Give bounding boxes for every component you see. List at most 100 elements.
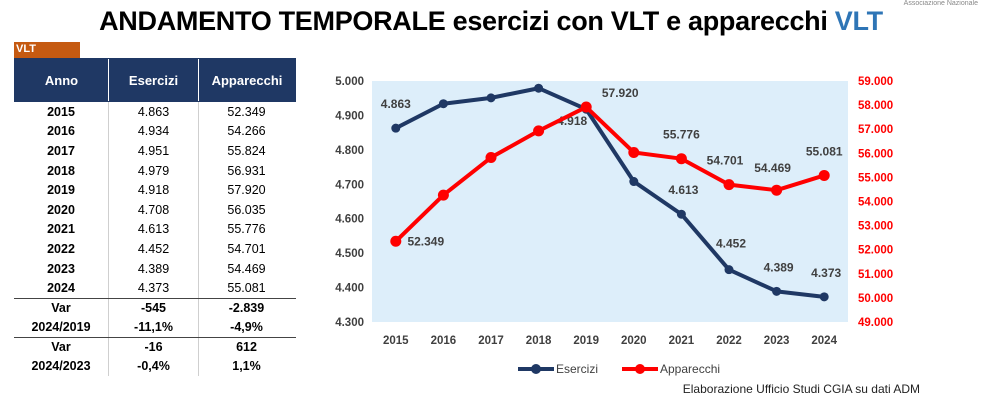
source-note: Elaborazione Ufficio Studi CGIA su dati … [682,382,920,396]
data-label: 4.863 [381,97,411,111]
header-anno: Anno [15,59,109,101]
y-right-tick-label: 57.000 [858,124,893,136]
data-point [437,189,449,201]
cell-apparecchi: 54.266 [198,121,294,142]
var-2019-apparecchi-abs: -2.839 [198,298,294,318]
cell-esercizi: 4.708 [108,199,198,220]
cell-esercizi: 4.373 [108,278,198,298]
data-label: 54.701 [707,154,744,168]
cell-esercizi: 4.951 [108,141,198,161]
y-right-tick-label: 54.000 [858,197,893,209]
cell-anno: 2021 [47,222,75,237]
data-label: 4.373 [811,266,841,280]
data-point [629,177,639,187]
cell-apparecchi: 52.349 [198,102,294,122]
data-point [438,99,448,109]
y-left-tick-label: 5.000 [335,76,364,88]
data-point [485,152,497,164]
page-title: ANDAMENTO TEMPORALE esercizi con VLT e a… [0,6,982,37]
data-point [533,125,545,137]
var-2019-block: Var -545 -2.839 2024/2019 -11,1% -4,9% [14,297,296,337]
legend-marker-esercizi [531,364,541,374]
cell-apparecchi: 56.931 [198,160,294,181]
var-2023-label1: Var [51,340,71,355]
cell-anno: 2015 [47,104,75,119]
y-right-tick-label: 49.000 [858,317,893,329]
var-2023-esercizi-pct: -0,4% [108,356,198,376]
legend-label-apparecchi: Apparecchi [660,362,720,376]
table-row: 2023 4.389 54.469 [14,258,296,279]
data-point [723,179,735,191]
data-point [676,209,686,219]
var-2023-row-abs: Var -16 612 [14,337,296,357]
cell-esercizi: 4.863 [108,102,198,122]
x-tick-label: 2016 [431,335,457,347]
x-tick-label: 2024 [811,335,837,347]
table-row: 2016 4.934 54.266 [14,121,296,142]
y-right-tick-label: 55.000 [858,172,893,184]
table-row: 2020 4.708 56.035 [14,199,296,220]
var-2023-label2: 2024/2023 [31,359,91,374]
x-tick-label: 2023 [764,335,790,347]
vlt-tag: VLT [14,42,80,60]
data-label: 4.613 [668,183,698,197]
cell-anno: 2016 [47,124,75,139]
cell-anno: 2020 [47,202,75,217]
y-left-tick-label: 4.900 [335,110,364,122]
y-right-tick-label: 50.000 [858,293,893,305]
table-row: 2022 4.452 54.701 [14,239,296,259]
y-left-tick-label: 4.300 [335,317,364,329]
series-line-esercizi [394,86,825,299]
table-body: 2015 4.863 52.349 2016 4.934 54.266 2017 4.951 5… [14,102,296,298]
cell-esercizi: 4.979 [108,160,198,181]
cell-apparecchi: 57.920 [198,180,294,200]
data-label: 4.389 [764,260,794,274]
x-tick-label: 2022 [716,335,742,347]
x-tick-label: 2017 [478,335,504,347]
cell-esercizi: 4.918 [108,180,198,200]
table-row: 2019 4.918 57.920 [14,180,296,200]
y-left-tick-label: 4.600 [335,214,364,226]
data-point [771,184,783,196]
var-2019-row-abs: Var -545 -2.839 [14,298,296,318]
cell-anno: 2018 [47,163,75,178]
data-table: Anno Esercizi Apparecchi 2015 4.863 52.349… [14,58,296,376]
title-main: ANDAMENTO TEMPORALE esercizi con VLT e a… [99,6,828,36]
y-left-tick-label: 4.500 [335,248,364,260]
y-right-tick-label: 56.000 [858,148,893,160]
var-2023-apparecchi-abs: 612 [198,337,294,357]
line-chart: 4.300 4.400 4.500 4.600 4.700 4.800 4.900 5.000… [335,76,893,376]
data-point [772,286,782,296]
cell-apparecchi: 55.824 [198,141,294,161]
var-2019-row-pct: 2024/2019 -11,1% -4,9% [14,317,296,337]
var-2023-block: Var -16 612 2024/2023 -0,4% 1,1% [14,336,296,376]
cell-anno: 2024 [47,281,75,296]
cell-esercizi: 4.613 [108,219,198,240]
data-point [724,265,734,275]
y-right-tick-label: 51.000 [858,269,893,281]
y-right-tick-label: 59.000 [858,76,893,88]
y-left-tick-label: 4.700 [335,179,364,191]
x-tick-label: 2019 [573,335,599,347]
data-point [818,169,830,181]
series-line-apparecchi [394,105,825,243]
data-label: 57.920 [602,86,639,100]
data-label: 52.349 [407,234,444,248]
data-label: 55.081 [806,144,843,158]
title-accent: VLT [834,6,883,36]
cell-anno: 2019 [47,183,75,198]
var-2019-apparecchi-pct: -4,9% [198,317,294,337]
var-2023-esercizi-abs: -16 [108,337,198,357]
y-left-tick-label: 4.400 [335,283,364,295]
cell-apparecchi: 54.469 [198,258,294,279]
data-point [628,146,640,158]
data-label: 54.469 [754,161,791,175]
table-row: 2015 4.863 52.349 [14,102,296,122]
data-point [391,123,401,133]
var-2019-label2: 2024/2019 [31,320,91,335]
y-right-tick-label: 52.000 [858,245,893,257]
cell-apparecchi: 54.701 [198,239,294,259]
y-left-tick-label: 4.800 [335,145,364,157]
header-esercizi: Esercizi [109,59,199,101]
var-2019-esercizi-abs: -545 [108,298,198,318]
